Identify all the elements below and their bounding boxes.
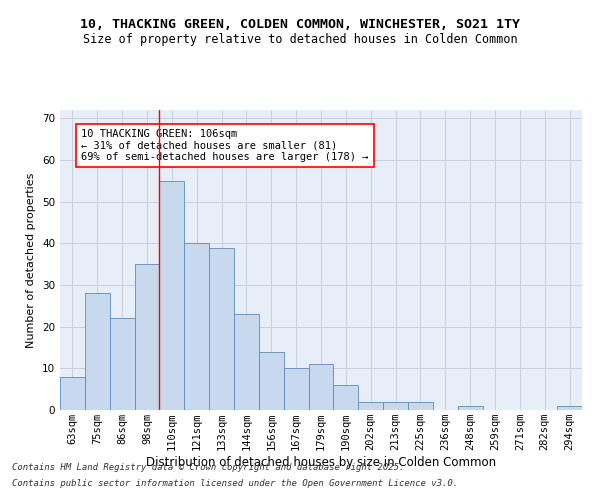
Bar [60, 376, 85, 410]
Bar [184, 244, 209, 410]
Bar [557, 406, 582, 410]
Bar [85, 294, 110, 410]
Bar [209, 248, 234, 410]
Bar [234, 314, 259, 410]
Bar [160, 181, 184, 410]
Bar [284, 368, 308, 410]
Bar [458, 406, 482, 410]
X-axis label: Distribution of detached houses by size in Colden Common: Distribution of detached houses by size … [146, 456, 496, 469]
Bar [259, 352, 284, 410]
Bar [334, 385, 358, 410]
Bar [308, 364, 334, 410]
Bar [383, 402, 408, 410]
Text: Contains public sector information licensed under the Open Government Licence v3: Contains public sector information licen… [12, 478, 458, 488]
Text: Size of property relative to detached houses in Colden Common: Size of property relative to detached ho… [83, 32, 517, 46]
Bar [110, 318, 134, 410]
Text: 10 THACKING GREEN: 106sqm
← 31% of detached houses are smaller (81)
69% of semi-: 10 THACKING GREEN: 106sqm ← 31% of detac… [81, 129, 368, 162]
Bar [408, 402, 433, 410]
Y-axis label: Number of detached properties: Number of detached properties [26, 172, 37, 348]
Text: 10, THACKING GREEN, COLDEN COMMON, WINCHESTER, SO21 1TY: 10, THACKING GREEN, COLDEN COMMON, WINCH… [80, 18, 520, 30]
Bar [358, 402, 383, 410]
Bar [134, 264, 160, 410]
Text: Contains HM Land Registry data © Crown copyright and database right 2025.: Contains HM Land Registry data © Crown c… [12, 464, 404, 472]
